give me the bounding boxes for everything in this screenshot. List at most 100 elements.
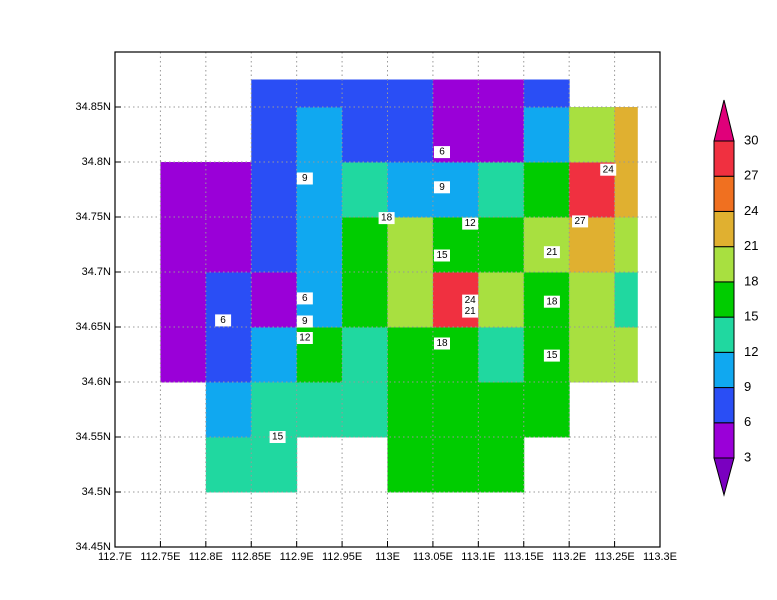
cell	[478, 437, 525, 493]
x-tick-label: 113.15E	[504, 551, 544, 563]
colorbar-box	[713, 316, 735, 353]
cell	[342, 162, 388, 218]
cell	[251, 382, 298, 438]
colorbar-label: 21	[744, 238, 758, 253]
y-tick-label: 34.55N	[76, 431, 112, 443]
y-tick-label: 34.7N	[82, 266, 111, 278]
contour-label: 21	[465, 306, 477, 317]
contour-label: 9	[302, 173, 308, 184]
cell	[614, 162, 638, 218]
contour-label: 15	[546, 350, 558, 361]
x-tick-label: 113.3E	[643, 551, 677, 563]
x-tick-label: 113.2E	[552, 551, 586, 563]
cell	[387, 162, 434, 218]
colorbar-box	[713, 351, 735, 389]
cell	[205, 382, 252, 438]
contour-label: 18	[381, 213, 393, 224]
contour-label-box	[543, 349, 560, 362]
cell	[569, 107, 616, 163]
x-tick-label: 113.25E	[594, 551, 634, 563]
cell	[478, 327, 525, 383]
contour-label-box	[434, 146, 450, 159]
cell	[387, 79, 434, 108]
contour-label: 12	[299, 333, 311, 344]
contour-label-box	[296, 292, 313, 305]
y-tick-label: 34.65N	[76, 321, 112, 333]
contour-label: 15	[436, 250, 448, 261]
x-tick-label: 112.9E	[280, 551, 314, 563]
cell	[251, 79, 298, 108]
cell	[478, 107, 525, 163]
contour-label: 18	[436, 338, 448, 349]
cell	[478, 382, 525, 438]
contour-label-box	[572, 215, 589, 228]
cell	[205, 437, 252, 493]
cell	[342, 382, 388, 438]
colorbar-box	[713, 140, 735, 177]
x-tick-label: 113.05E	[413, 551, 453, 563]
cell	[387, 272, 434, 328]
cell	[569, 272, 616, 328]
colorbar: 3 6 9 12 15 18 21 24 27 30	[713, 99, 758, 497]
y-tick-label: 34.5N	[82, 486, 111, 498]
cell	[569, 327, 616, 383]
cell	[387, 437, 434, 493]
field	[160, 79, 638, 493]
contour-label-box	[434, 337, 450, 350]
contour-label-box	[434, 249, 450, 262]
y-tick-label: 34.8N	[82, 156, 111, 168]
contour-label: 21	[546, 247, 558, 258]
cell	[160, 217, 207, 273]
contour-label: 15	[272, 432, 284, 443]
contour-label-box	[378, 212, 395, 225]
cell	[296, 162, 343, 218]
colorbar-box	[713, 422, 735, 459]
colorbar-label: 6	[744, 414, 751, 429]
cell	[296, 382, 343, 438]
cell	[614, 327, 638, 383]
y-tick-label: 34.6N	[82, 376, 111, 388]
cell	[342, 79, 388, 108]
cell	[387, 217, 434, 273]
cell	[342, 327, 388, 383]
cell	[251, 107, 298, 163]
cell	[296, 107, 343, 163]
contour-label: 9	[302, 316, 308, 327]
cell	[251, 272, 298, 328]
cell	[478, 162, 525, 218]
contour-label: 6	[439, 147, 445, 158]
contour-label-box	[269, 431, 286, 443]
contour-label-box	[543, 295, 560, 308]
contour-label-box	[462, 217, 479, 230]
cell	[523, 382, 570, 438]
cell	[523, 79, 570, 108]
cell	[387, 382, 434, 438]
contour-label-box	[543, 246, 560, 259]
cell	[251, 327, 298, 383]
contour-label: 6	[302, 293, 308, 304]
colorbar-box	[713, 387, 735, 424]
x-tick-label: 112.95E	[322, 551, 362, 563]
colorbar-label: 24	[744, 203, 758, 218]
cell	[614, 272, 638, 328]
axes: 112.7E 112.75E 112.8E 112.85E 112.9E 112.95E 1…	[76, 101, 678, 563]
colorbar-box	[713, 246, 735, 283]
cell	[432, 437, 479, 493]
colorbar-box	[713, 281, 735, 318]
x-tick-label: 112.75E	[140, 551, 180, 563]
x-tick-label: 113.1E	[461, 551, 495, 563]
contour-label-box	[600, 163, 617, 176]
cell	[523, 217, 570, 273]
contour-label: 27	[575, 216, 587, 227]
cell	[205, 327, 252, 383]
cell	[251, 162, 298, 218]
contour-label: 24	[603, 164, 615, 175]
contour-label: 24	[465, 295, 477, 306]
colorbar-label: 27	[744, 168, 758, 183]
cell	[296, 79, 343, 108]
y-tick-label: 34.45N	[76, 541, 112, 553]
cell	[614, 107, 638, 163]
cell	[478, 272, 525, 328]
colorbar-box	[713, 210, 735, 248]
